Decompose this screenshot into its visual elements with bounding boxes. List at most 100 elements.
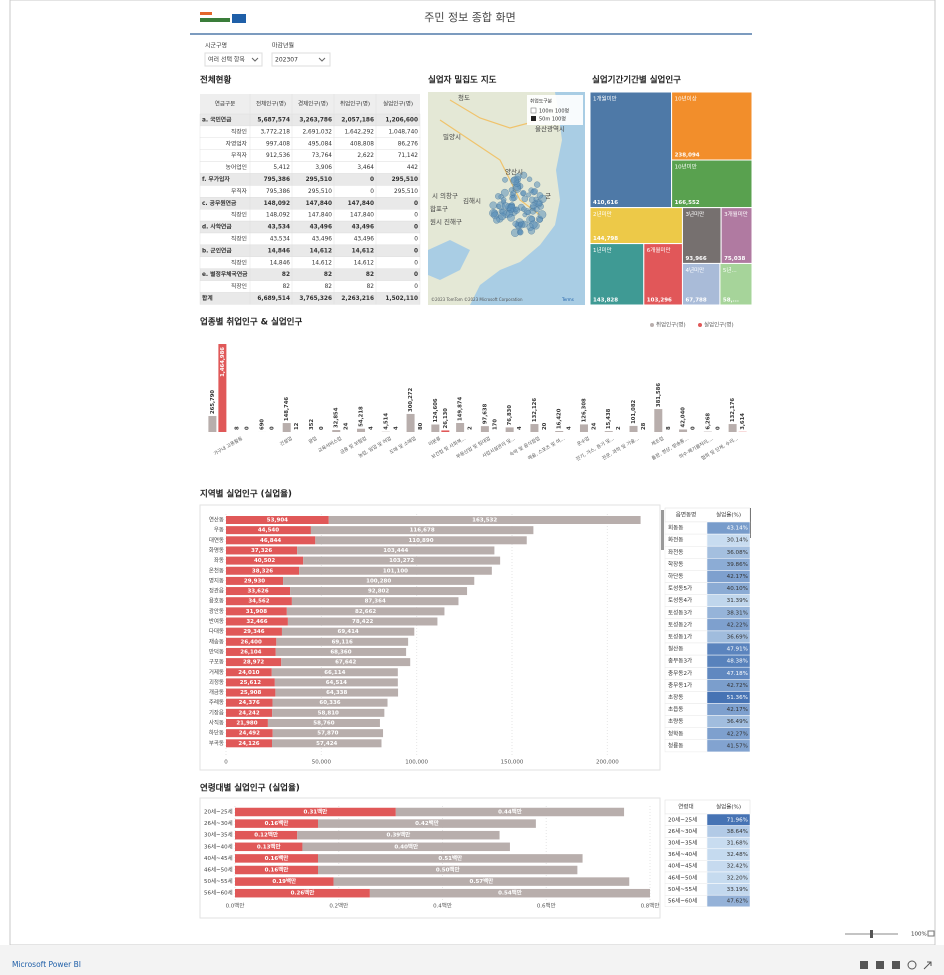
density-dot xyxy=(513,207,519,213)
y-tick-label: 26세~30세 xyxy=(204,819,233,827)
column-header: 전체인구(명) xyxy=(256,100,286,108)
dropdown-box[interactable] xyxy=(204,52,263,67)
bar xyxy=(290,587,468,596)
row-label: 20세~25세 xyxy=(668,815,697,823)
chevron[interactable] xyxy=(251,57,259,62)
bar xyxy=(276,637,409,646)
dropdown[interactable]: 202307 xyxy=(271,52,331,67)
bar xyxy=(286,607,445,616)
rate-value: 47.62% xyxy=(727,899,748,905)
bar xyxy=(505,427,514,432)
bar xyxy=(679,429,688,432)
zoom-control[interactable]: 100% xyxy=(845,930,935,938)
data-label: 92,802 xyxy=(368,589,389,595)
data-label: 28,972 xyxy=(243,660,264,666)
row-label: 56세~60세 xyxy=(668,897,697,905)
bar xyxy=(272,729,384,738)
row-label: a. 국민연금 xyxy=(202,115,232,123)
share-icons[interactable] xyxy=(860,960,932,970)
data-label: 64,514 xyxy=(326,680,347,686)
y-tick-label: 30세~35세 xyxy=(204,831,233,839)
map[interactable] xyxy=(428,92,585,305)
row-label: 무직자 xyxy=(231,151,248,159)
y-tick-label: 부곡동 xyxy=(209,740,224,747)
data-label: 101,082 xyxy=(631,399,637,423)
table-cell: 295,510 xyxy=(308,189,332,195)
data-label: 0.26백만 xyxy=(291,889,315,897)
data-label: 20 xyxy=(542,422,548,430)
data-label: 0.13백만 xyxy=(257,842,281,850)
bar xyxy=(235,819,318,828)
dropdown-value[interactable]: 202307 xyxy=(275,57,298,64)
share-icon[interactable] xyxy=(892,961,900,969)
table-cell: 6,689,514 xyxy=(257,296,290,302)
share-icon[interactable] xyxy=(876,961,884,969)
y-tick-label: 다대동 xyxy=(209,627,224,635)
bar xyxy=(226,526,311,535)
bar xyxy=(275,688,399,697)
density-dot xyxy=(537,216,543,223)
dropdown-value[interactable]: 여러 선택 항목 xyxy=(208,56,245,64)
row-label: 초읍동 xyxy=(668,706,683,713)
expand-icon[interactable] xyxy=(923,961,932,970)
data-label: 352 xyxy=(309,419,315,430)
share-icon[interactable] xyxy=(907,960,917,970)
bar xyxy=(441,430,450,432)
table-cell: 0 xyxy=(414,284,418,290)
bar xyxy=(291,597,459,606)
rate-value: 36.49% xyxy=(727,719,748,725)
column-header: 취업인구(명) xyxy=(340,100,370,108)
table-cell: 997,408 xyxy=(266,141,290,147)
fit-button[interactable] xyxy=(927,930,935,937)
table-cell: 795,386 xyxy=(266,189,290,195)
density-dot xyxy=(525,209,531,216)
treemap-cell xyxy=(589,243,645,306)
bar xyxy=(226,739,273,748)
bar xyxy=(281,658,411,667)
data-label: 100,280 xyxy=(366,578,391,584)
dropdown[interactable]: 여러 선택 항목 xyxy=(204,52,263,67)
data-label: 12 xyxy=(294,422,300,430)
data-label: 0.42백만 xyxy=(415,819,439,827)
data-label: 25,612 xyxy=(240,680,261,686)
data-label: 32,854 xyxy=(334,407,340,428)
data-label: 148,746 xyxy=(284,397,290,421)
bar xyxy=(272,708,385,717)
bar xyxy=(456,422,465,432)
y-tick-label: 만덕동 xyxy=(209,647,224,655)
treemap-cell xyxy=(681,262,721,306)
data-label: 31,908 xyxy=(246,609,267,615)
data-label: 26,104 xyxy=(240,649,261,655)
scrollbar[interactable] xyxy=(661,510,664,550)
data-label: 103,272 xyxy=(389,558,414,564)
data-label: 126,308 xyxy=(581,398,587,422)
x-tick-label: 0.6백만 xyxy=(537,902,556,910)
x-tick-label: 광업 xyxy=(307,435,318,445)
legend-swatch xyxy=(531,116,536,121)
bar xyxy=(226,576,284,585)
density-dot xyxy=(489,201,497,209)
x-tick-label: 50,000 xyxy=(312,760,332,766)
brand-link[interactable]: Microsoft Power BI xyxy=(12,960,81,969)
data-label: 3,614 xyxy=(740,413,746,430)
rate-value: 42.17% xyxy=(727,574,748,580)
dropdown-box[interactable] xyxy=(271,52,331,67)
bar xyxy=(226,708,273,717)
share-icon[interactable] xyxy=(860,961,868,969)
data-label: 69,414 xyxy=(338,629,359,635)
bar xyxy=(235,830,298,840)
row-label: 칠산동 xyxy=(668,645,683,653)
rate-value: 40.10% xyxy=(727,586,748,592)
data-label: 0.16백만 xyxy=(265,819,289,827)
data-label: 29,930 xyxy=(244,578,265,584)
zoom-thumb[interactable] xyxy=(870,930,873,938)
treemap-value: 93,966 xyxy=(685,256,706,262)
data-label: 2 xyxy=(616,426,622,430)
table-cell: 295,510 xyxy=(394,189,418,195)
treemap-cell xyxy=(671,91,753,161)
table-cell: 147,840 xyxy=(350,213,374,219)
data-label: 57,870 xyxy=(317,731,338,737)
table-cell: 1,206,600 xyxy=(385,117,418,123)
chevron[interactable] xyxy=(318,57,326,62)
table-cell: 82 xyxy=(325,284,333,290)
